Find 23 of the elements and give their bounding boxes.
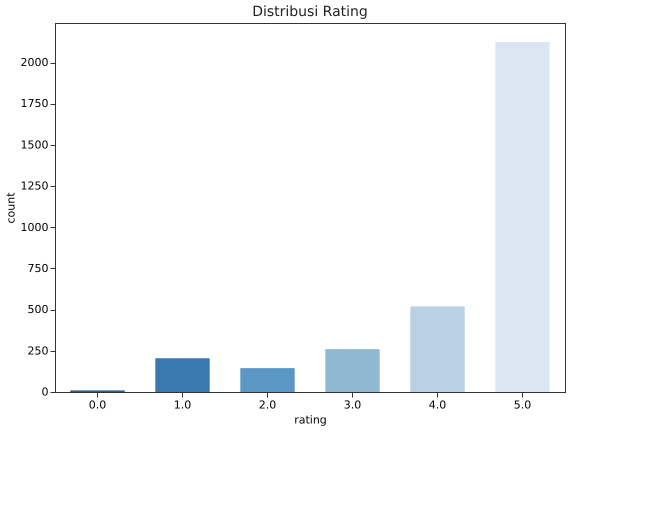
- x-tick-label: 3.0: [344, 398, 362, 412]
- x-tick-label: 1.0: [174, 398, 192, 412]
- y-tick-label: 1250: [20, 180, 48, 193]
- bar: [325, 349, 380, 392]
- y-tick-label: 500: [28, 303, 48, 316]
- chart-title: Distribusi Rating: [252, 4, 368, 20]
- y-tick-label: 750: [28, 262, 48, 275]
- y-tick-label: 1500: [20, 138, 48, 152]
- bar: [410, 306, 465, 392]
- x-tick-label: 2.0: [258, 398, 276, 412]
- bar: [240, 368, 295, 392]
- bar: [155, 358, 210, 392]
- bar: [495, 42, 550, 392]
- y-tick-label: 1750: [20, 97, 48, 110]
- y-tick-label: 0: [42, 386, 48, 398]
- x-axis-title: rating: [294, 414, 327, 426]
- y-tick-label: 1000: [20, 220, 48, 234]
- x-tick-label: 0.0: [88, 398, 106, 412]
- y-tick-label: 250: [28, 344, 48, 358]
- y-tick-label: 2000: [20, 56, 48, 70]
- x-tick-label: 4.0: [428, 398, 446, 412]
- y-axis-title: count: [4, 192, 18, 224]
- x-tick-label: 5.0: [514, 398, 532, 412]
